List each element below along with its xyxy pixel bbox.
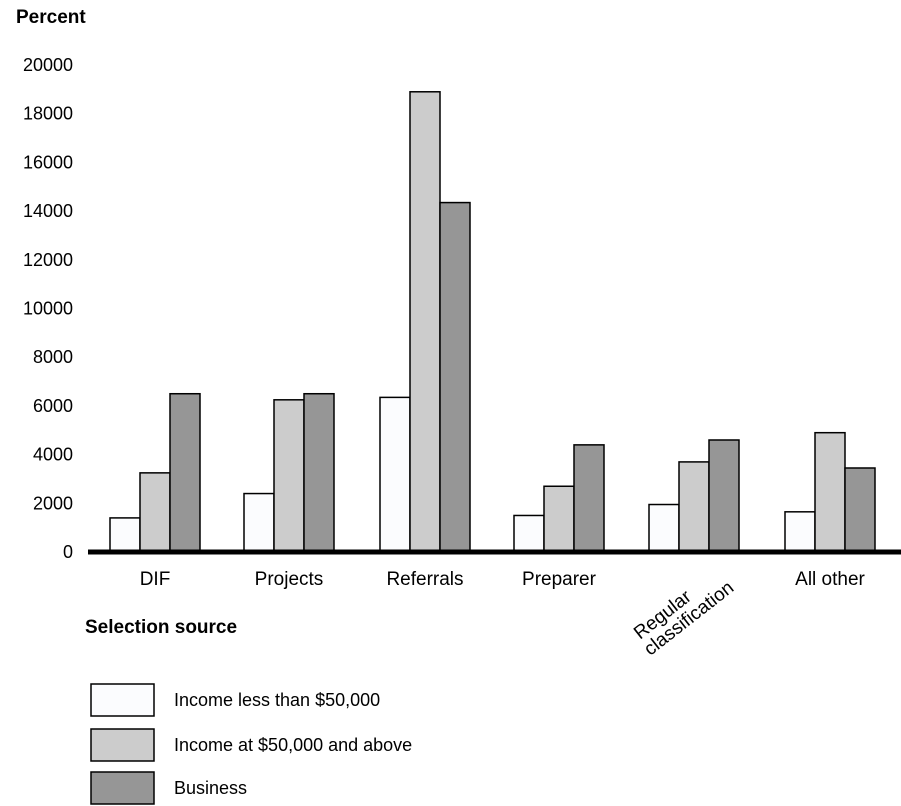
category-label: Regularclassification (629, 562, 739, 660)
y-tick-label: 2000 (33, 493, 73, 513)
category-label: All other (795, 569, 865, 590)
bar (243, 492, 275, 553)
y-axis-ticks: 0 2000 4000 6000 8000 10000 12000 14000 16000 180… (23, 55, 73, 562)
y-tick-label: 6000 (33, 396, 73, 416)
y-tick-label: 14000 (23, 201, 73, 221)
y-tick-label: 8000 (33, 347, 73, 367)
bar (543, 485, 575, 553)
category-label: Projects (255, 569, 324, 590)
legend-swatch (90, 771, 155, 805)
category-label: Referrals (386, 569, 463, 590)
bar (169, 392, 201, 553)
y-tick-label: 20000 (23, 55, 73, 75)
category-label: Preparer (522, 569, 597, 590)
y-tick-label: 0 (63, 542, 73, 562)
category-label: DIF (140, 569, 171, 590)
bar (139, 472, 171, 553)
bar (439, 201, 471, 553)
y-tick-label: 12000 (23, 250, 73, 270)
bar (379, 396, 411, 553)
bar (784, 511, 816, 553)
y-tick-label: 18000 (23, 104, 73, 124)
bar (273, 399, 305, 553)
legend-label: Business (174, 778, 247, 798)
category-labels: DIF Projects Referrals Preparer Regularclass… (140, 562, 866, 660)
bar (678, 461, 710, 553)
y-tick-label: 4000 (33, 445, 73, 465)
legend-swatch (90, 683, 155, 717)
bar (573, 444, 605, 553)
y-tick-label: 10000 (23, 299, 73, 319)
y-tick-label: 16000 (23, 152, 73, 172)
bars (109, 91, 876, 553)
bar (648, 503, 680, 553)
bar (109, 517, 141, 553)
legend: Income less than $50,000 Income at $50,00… (90, 683, 412, 805)
x-axis-label: Selection source (85, 617, 237, 638)
bar (708, 439, 740, 553)
bar (814, 431, 846, 553)
bar (844, 467, 876, 553)
legend-swatch (90, 728, 155, 762)
bar (513, 514, 545, 553)
bar (409, 91, 441, 553)
legend-label: Income at $50,000 and above (174, 735, 412, 755)
bar (303, 392, 335, 553)
y-axis-label: Percent (16, 7, 86, 28)
legend-label: Income less than $50,000 (174, 690, 380, 710)
